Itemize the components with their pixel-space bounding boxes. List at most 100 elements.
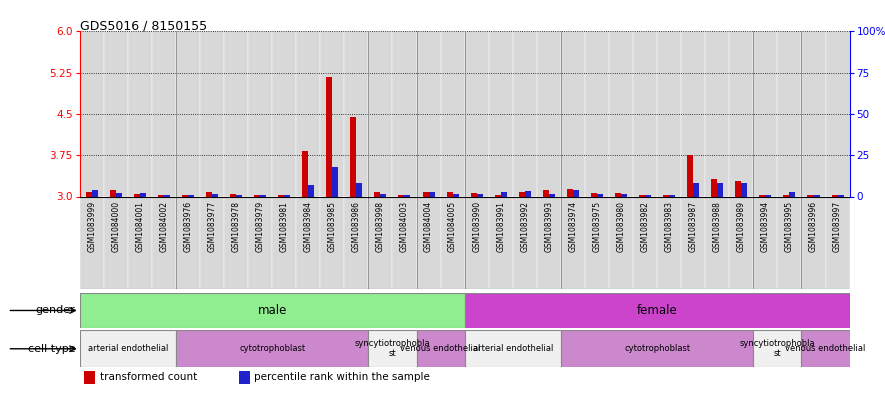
Bar xyxy=(471,193,477,196)
Text: GSM1083996: GSM1083996 xyxy=(809,201,818,252)
Bar xyxy=(206,192,212,196)
Bar xyxy=(248,196,273,289)
Bar xyxy=(368,330,417,367)
Bar xyxy=(302,151,308,196)
Bar xyxy=(537,196,561,289)
Bar xyxy=(200,196,224,289)
Bar xyxy=(296,196,320,289)
Text: GSM1083977: GSM1083977 xyxy=(207,201,217,252)
Text: GSM1083974: GSM1083974 xyxy=(568,201,577,252)
Bar xyxy=(140,193,146,196)
Bar xyxy=(489,196,512,289)
Text: GSM1083998: GSM1083998 xyxy=(376,201,385,252)
Bar xyxy=(705,31,729,196)
Bar xyxy=(789,191,796,196)
Bar xyxy=(368,196,392,289)
Bar xyxy=(116,193,122,196)
Bar xyxy=(742,183,747,196)
Bar xyxy=(417,31,441,196)
Bar xyxy=(428,191,435,196)
Bar xyxy=(392,31,417,196)
Bar xyxy=(567,189,573,196)
Bar xyxy=(344,196,368,289)
Bar xyxy=(766,195,772,196)
Bar xyxy=(357,183,362,196)
Bar xyxy=(182,195,188,196)
Text: gender: gender xyxy=(35,305,75,316)
Bar xyxy=(80,31,104,196)
Bar xyxy=(422,192,428,196)
Text: GSM1083980: GSM1083980 xyxy=(617,201,626,252)
Bar xyxy=(441,31,465,196)
Bar xyxy=(158,195,164,196)
Text: syncytiotrophobla
st: syncytiotrophobla st xyxy=(740,339,815,358)
Bar xyxy=(777,31,802,196)
Text: GSM1083997: GSM1083997 xyxy=(833,201,842,252)
Bar xyxy=(441,196,465,289)
Bar xyxy=(561,330,753,367)
Bar xyxy=(104,196,127,289)
Text: GSM1084003: GSM1084003 xyxy=(400,201,409,252)
Bar xyxy=(832,195,837,196)
Text: venous endothelial: venous endothelial xyxy=(785,344,866,353)
Bar xyxy=(86,192,92,196)
Bar xyxy=(681,196,705,289)
Text: arterial endothelial: arterial endothelial xyxy=(88,344,168,353)
Bar xyxy=(657,196,681,289)
Text: GSM1083995: GSM1083995 xyxy=(785,201,794,252)
Bar xyxy=(465,31,489,196)
Bar xyxy=(350,117,357,196)
Bar xyxy=(717,183,723,196)
Bar xyxy=(609,196,633,289)
Text: GSM1083975: GSM1083975 xyxy=(592,201,602,252)
Bar xyxy=(230,194,236,196)
Bar xyxy=(705,196,729,289)
Bar xyxy=(591,193,597,196)
Bar xyxy=(368,31,392,196)
Bar xyxy=(753,330,802,367)
Text: GSM1083989: GSM1083989 xyxy=(737,201,746,252)
Text: GSM1083994: GSM1083994 xyxy=(761,201,770,252)
Text: cytotrophoblast: cytotrophoblast xyxy=(624,344,690,353)
Bar xyxy=(537,31,561,196)
Text: GSM1084005: GSM1084005 xyxy=(448,201,457,252)
Text: GSM1083982: GSM1083982 xyxy=(641,201,650,252)
Bar xyxy=(687,155,693,196)
Text: GSM1083988: GSM1083988 xyxy=(712,201,722,252)
Bar xyxy=(759,195,766,196)
Bar xyxy=(585,31,609,196)
Bar xyxy=(663,195,669,196)
Bar xyxy=(254,195,260,196)
Bar xyxy=(212,194,218,196)
Bar xyxy=(639,195,645,196)
Bar xyxy=(381,194,387,196)
Bar xyxy=(224,196,248,289)
Text: GSM1083993: GSM1083993 xyxy=(544,201,553,252)
Bar xyxy=(585,196,609,289)
Bar xyxy=(80,196,104,289)
Bar xyxy=(573,190,579,196)
Bar xyxy=(549,194,555,196)
Bar xyxy=(374,192,381,196)
Bar xyxy=(239,371,250,384)
Text: GSM1083985: GSM1083985 xyxy=(327,201,337,252)
Bar xyxy=(729,31,753,196)
Bar xyxy=(597,194,603,196)
Bar xyxy=(813,195,820,196)
Text: GSM1083990: GSM1083990 xyxy=(473,201,481,252)
Bar xyxy=(320,196,344,289)
Bar xyxy=(164,195,170,196)
Bar xyxy=(512,31,537,196)
Text: GSM1083983: GSM1083983 xyxy=(665,201,673,252)
Bar xyxy=(327,77,332,196)
Bar xyxy=(561,31,585,196)
Bar xyxy=(633,196,657,289)
Bar xyxy=(273,31,296,196)
Bar xyxy=(465,330,561,367)
Text: male: male xyxy=(258,304,287,317)
Bar xyxy=(308,185,314,196)
Text: GSM1083991: GSM1083991 xyxy=(496,201,505,252)
Text: GSM1083976: GSM1083976 xyxy=(183,201,192,252)
Bar xyxy=(621,194,627,196)
Bar xyxy=(712,179,717,196)
